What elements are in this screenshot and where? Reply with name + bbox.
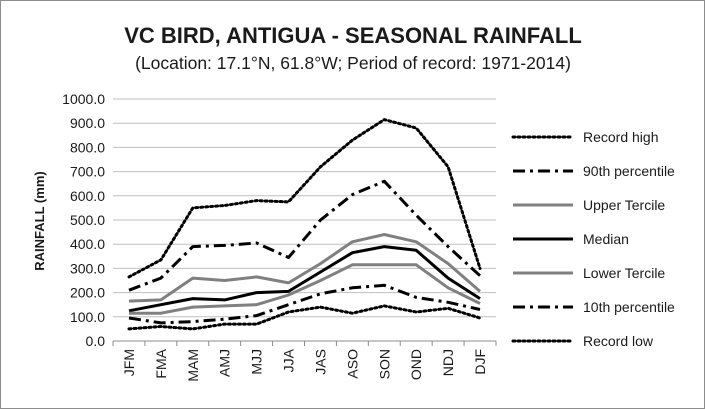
y-tick-label: 800.0 (70, 139, 105, 155)
x-tick-label: JAS (312, 349, 328, 375)
series-line-record-high (127, 118, 482, 279)
y-tick-label: 900.0 (70, 115, 105, 131)
gridlines (113, 98, 496, 318)
chart-title: VC BIRD, ANTIGUA - SEASONAL RAINFALL (124, 23, 582, 48)
axes: 0.0 100.0 200.0 300.0 400.0 500.0 600.0 700.0 80… (62, 91, 497, 382)
x-tick-label: SON (376, 349, 392, 379)
y-tick-label: 200.0 (70, 285, 105, 301)
series-line-lower-tercile (129, 263, 481, 315)
y-tick-label: 400.0 (70, 236, 105, 252)
x-tick-label: AMJ (217, 349, 233, 377)
y-tick-label: 700.0 (70, 164, 105, 180)
series-line-10th-percentile (128, 283, 481, 325)
legend-label: Record low (583, 333, 654, 349)
legend-label: Median (583, 231, 629, 247)
y-axis-label: RAINFALL (mm) (32, 171, 47, 270)
series-line-record-low (127, 304, 482, 331)
y-tick-label: 300.0 (70, 260, 105, 276)
y-tick-label: 1000.0 (62, 91, 105, 107)
series-line-upper-tercile (128, 233, 481, 303)
legend-label: 90th percentile (583, 163, 675, 179)
x-tick-label: FMA (153, 348, 169, 378)
y-tick-label: 100.0 (70, 309, 105, 325)
series-line-median (128, 245, 481, 313)
legend-label: Upper Tercile (583, 197, 665, 213)
legend: Record high 90th percentile Upper Tercile M… (511, 129, 675, 349)
y-tick-label: 600.0 (70, 188, 105, 204)
chart-subtitle: (Location: 17.1°N, 61.8°W; Period of rec… (135, 53, 571, 73)
x-tick-label: JFM (121, 349, 137, 376)
legend-label: Lower Tercile (583, 265, 665, 281)
series-line-90th-percentile (128, 179, 482, 292)
y-tick-label: 500.0 (70, 212, 105, 228)
x-tick-label: MJJ (249, 349, 265, 375)
x-tick-label: OND (408, 349, 424, 380)
x-tick-label: ASO (344, 349, 360, 379)
x-tick-label: DJF (472, 349, 488, 375)
x-tick-label: MAM (185, 349, 201, 382)
x-tick-label: JJA (281, 348, 297, 372)
legend-label: 10th percentile (583, 299, 675, 315)
legend-label: Record high (583, 129, 659, 145)
x-tick-label: NDJ (440, 349, 456, 376)
series-lines (127, 118, 482, 331)
y-tick-label: 0.0 (86, 333, 106, 349)
